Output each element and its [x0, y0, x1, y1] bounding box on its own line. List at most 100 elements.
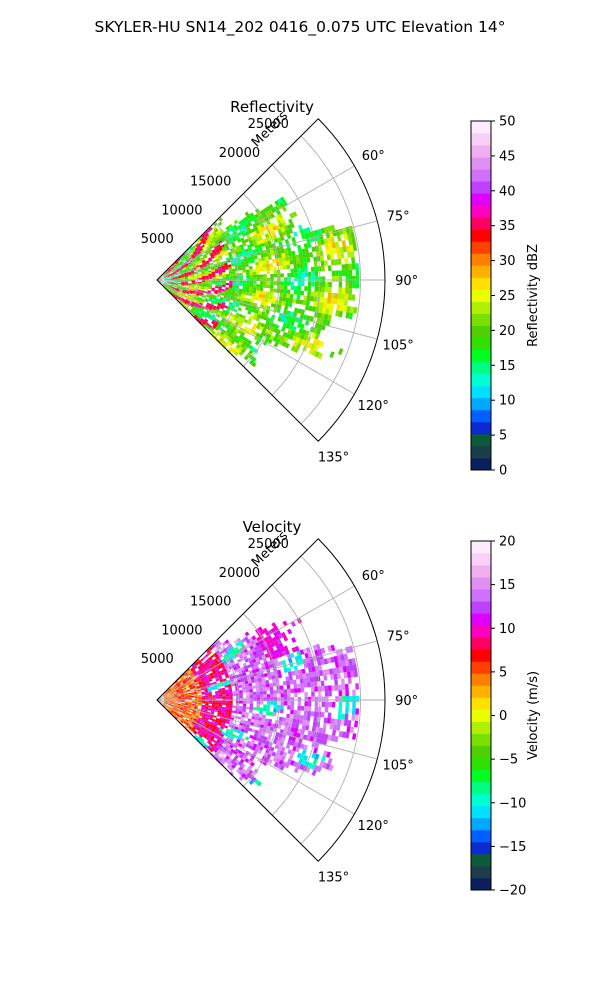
- radar-gate: [237, 743, 243, 748]
- radar-gate: [212, 700, 216, 703]
- radar-gate: [185, 298, 189, 302]
- radar-gate: [167, 268, 171, 271]
- radar-gate: [201, 259, 206, 263]
- radar-gate: [257, 257, 262, 262]
- radar-gate: [184, 702, 189, 705]
- radar-gate: [190, 253, 195, 258]
- radar-gate: [211, 704, 216, 707]
- radar-gate: [263, 274, 267, 278]
- radar-gate: [335, 270, 339, 277]
- radar-gate: [191, 721, 196, 725]
- radar-gate: [249, 706, 253, 711]
- radar-gate: [312, 338, 318, 345]
- radar-gate: [253, 654, 259, 659]
- radar-gate: [322, 319, 328, 326]
- radar-gate: [333, 298, 338, 305]
- radar-gate: [218, 284, 223, 287]
- radar-gate: [173, 272, 177, 275]
- radar-gate: [273, 273, 278, 278]
- radar-gate: [163, 703, 167, 707]
- radar-gate: [253, 226, 259, 232]
- radar-gate: [207, 662, 212, 666]
- radar-gate: [177, 703, 182, 705]
- radar-gate: [267, 643, 273, 649]
- radar-gate: [215, 249, 220, 253]
- radar-gate: [249, 691, 254, 696]
- radar-gate: [236, 280, 240, 284]
- radar-gate: [191, 695, 195, 698]
- radar-gate: [217, 290, 222, 293]
- colorbar-segment: [471, 673, 491, 686]
- radar-gate: [267, 252, 272, 257]
- radar-gate: [204, 286, 209, 289]
- radar-gate: [224, 664, 229, 669]
- radar-gate: [194, 253, 199, 257]
- radar-gate: [235, 254, 240, 258]
- radar-gate: [177, 275, 182, 277]
- radar-gate: [227, 654, 232, 659]
- radar-gate: [235, 690, 240, 694]
- radar-gate: [205, 274, 209, 276]
- radar-gate: [239, 338, 245, 344]
- radar-gate: [210, 266, 215, 269]
- radar-gate: [288, 255, 293, 261]
- radar-gate: [248, 769, 254, 775]
- radar-gate: [192, 306, 196, 311]
- radar-gate: [177, 277, 182, 279]
- radar-gate: [204, 692, 209, 695]
- radar-gate: [167, 278, 172, 280]
- radar-gate: [229, 239, 235, 244]
- radar-gate: [264, 241, 269, 247]
- radar-gate: [236, 318, 241, 324]
- radar-gate: [170, 276, 175, 278]
- radar-gate: [277, 736, 282, 742]
- radar-gate: [176, 678, 181, 682]
- radar-gate: [243, 677, 248, 682]
- radar-gate: [224, 324, 230, 330]
- radar-gate: [252, 735, 257, 741]
- radar-gate: [186, 668, 191, 672]
- radar-gate: [255, 713, 260, 718]
- radar-gate: [225, 273, 230, 277]
- radar-gate: [214, 707, 219, 711]
- radar-gate: [276, 740, 281, 746]
- radar-gate: [180, 704, 185, 706]
- radar-gate: [212, 696, 216, 699]
- radar-gate: [173, 271, 177, 274]
- radar-gate: [327, 314, 332, 321]
- radar-gate: [177, 284, 181, 286]
- radar-gate: [292, 341, 299, 348]
- radar-gate: [176, 263, 181, 267]
- colorbar-segment: [471, 829, 491, 843]
- radar-gate: [247, 339, 253, 345]
- radar-gate: [222, 692, 226, 695]
- radar-gate: [217, 641, 223, 647]
- radar-gate: [252, 271, 257, 275]
- radar-gate: [215, 700, 220, 703]
- radar-gate: [216, 646, 222, 651]
- radar-gate: [229, 256, 234, 260]
- radar-gate: [266, 753, 272, 759]
- radar-gate: [196, 677, 201, 681]
- radar-gate: [238, 711, 243, 715]
- azimuth-spoke: [156, 699, 378, 760]
- radar-gate: [253, 274, 257, 278]
- radar-gate: [284, 762, 290, 769]
- radar-gate: [178, 687, 183, 690]
- radar-gate: [238, 708, 243, 712]
- radar-gate: [183, 689, 187, 692]
- radar-gate: [267, 223, 273, 229]
- radar-gate: [195, 682, 199, 686]
- radar-gate: [270, 693, 274, 698]
- radar-gate: [221, 290, 225, 294]
- radar-gate: [195, 294, 200, 297]
- radar-gate: [174, 698, 179, 700]
- radar-gate: [267, 660, 272, 666]
- radar-gate: [193, 305, 197, 309]
- radar-gate: [307, 276, 312, 282]
- radar-gate: [195, 242, 199, 247]
- radar-gate: [279, 265, 284, 270]
- radar-gate: [208, 678, 213, 682]
- radar-gate: [325, 669, 331, 675]
- radar-gate: [340, 252, 345, 259]
